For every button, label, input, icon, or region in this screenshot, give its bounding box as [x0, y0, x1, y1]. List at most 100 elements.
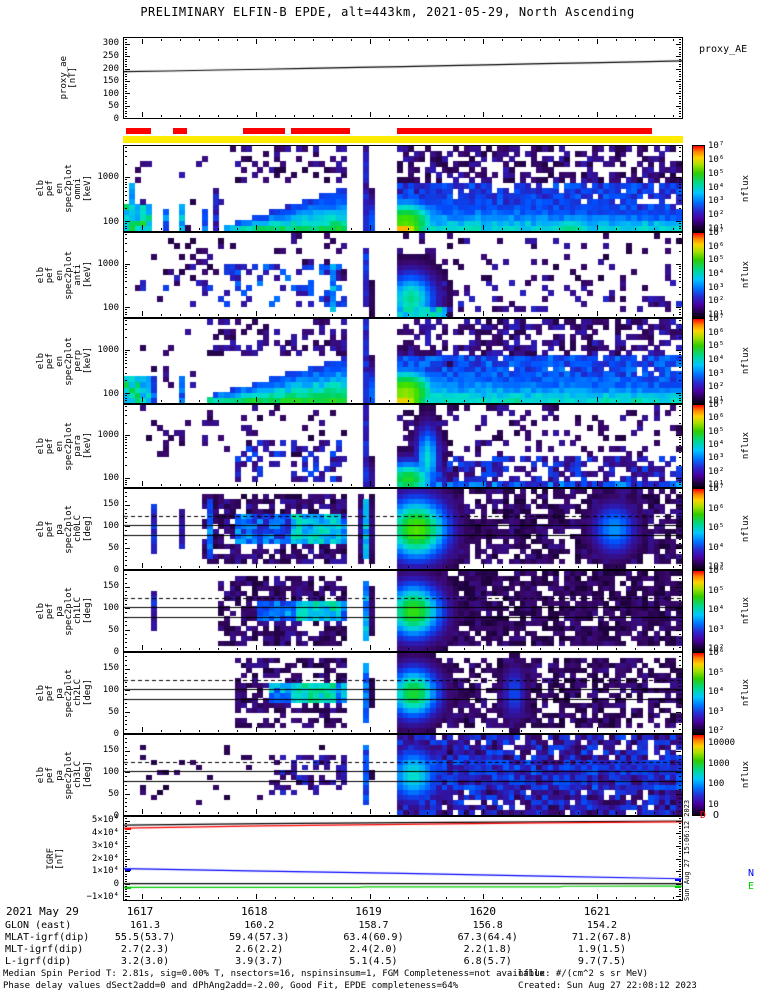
x-tick [236, 812, 238, 814]
y-tick [125, 264, 130, 266]
colorbar-label: 10⁵ [708, 585, 725, 596]
y-tick [125, 526, 130, 528]
x-tick [217, 648, 219, 650]
x-tick [236, 484, 238, 486]
colorbar-title: nflux [741, 261, 751, 289]
y-tick [125, 569, 130, 570]
y-tick [125, 190, 127, 192]
y-tick [125, 677, 127, 679]
y-tick [125, 208, 127, 210]
x-tick [635, 314, 637, 316]
x-tick [464, 228, 466, 230]
x-tick [369, 645, 371, 650]
y-tick-label: −1×10⁴ [86, 892, 119, 903]
x-tick [160, 115, 162, 117]
y-tick [125, 703, 127, 705]
x-tick [407, 228, 409, 230]
time-tick-label: 1621 [583, 905, 611, 918]
x-tick [369, 481, 371, 486]
y-tick [679, 551, 681, 553]
x-tick [388, 228, 390, 230]
x-tick [464, 730, 466, 732]
y-tick [679, 194, 681, 196]
ylabel-word: [keV] [82, 261, 93, 289]
x-tick [274, 228, 276, 230]
y-tick [125, 509, 127, 511]
x-tick [236, 897, 238, 899]
y-tick [679, 891, 681, 893]
x-tick [141, 727, 143, 732]
y-tick [679, 323, 681, 325]
x-tick [578, 400, 580, 402]
bottom-row-value: 9.7(7.5) [577, 956, 627, 967]
bottom-row-value: 2.2(1.8) [463, 944, 512, 955]
x-tick [578, 812, 580, 814]
x-tick [616, 648, 618, 650]
x-tick [578, 897, 580, 899]
x-tick [312, 897, 314, 899]
x-tick [293, 566, 295, 568]
y-tick [676, 118, 681, 119]
y-tick [679, 309, 681, 311]
panel-canvas-ch2LC [124, 653, 682, 733]
y-tick [125, 76, 127, 78]
x-tick [597, 481, 599, 486]
y-tick [125, 698, 127, 700]
y-tick [125, 853, 127, 855]
x-tick [578, 228, 580, 230]
y-tick [125, 595, 127, 597]
x-tick [331, 484, 333, 486]
y-tick [125, 435, 130, 437]
colorbar-label: 10³ [708, 453, 725, 464]
y-tick [679, 294, 681, 296]
y-tick [125, 164, 127, 166]
y-tick [125, 78, 127, 80]
x-tick [160, 648, 162, 650]
y-tick-label: 100 [102, 88, 119, 99]
x-tick [445, 897, 447, 899]
colorbar-label: 10⁶ [708, 241, 725, 252]
y-tick [679, 763, 681, 765]
colorbar-label: 10⁴ [708, 269, 725, 279]
y-tick [676, 711, 681, 713]
x-tick [369, 809, 371, 814]
y-tick [125, 767, 127, 769]
igrf-axis-mark [675, 886, 681, 889]
x-tick [521, 400, 523, 402]
y-tick [679, 61, 681, 63]
colorbar-label: 10⁵ [708, 426, 725, 437]
x-tick [445, 812, 447, 814]
x-tick [464, 484, 466, 486]
y-tick [125, 268, 127, 270]
y-tick [125, 105, 130, 107]
colorbar-title: nflux [741, 347, 751, 375]
x-tick [654, 566, 656, 568]
y-tick [679, 405, 681, 407]
y-tick [676, 526, 681, 528]
y-tick [125, 681, 127, 683]
y-tick [125, 833, 130, 835]
y-tick [125, 820, 130, 822]
x-tick [445, 648, 447, 650]
y-tick [125, 448, 127, 450]
colorbar-label: 10⁷ [708, 484, 725, 494]
x-tick [274, 730, 276, 732]
bottom-row-label: L-igrf(dip) [5, 956, 72, 967]
y-tick [679, 564, 681, 566]
y-tick [679, 724, 681, 726]
x-tick [483, 563, 485, 568]
ylabel-word: [deg] [82, 515, 93, 543]
y-tick [679, 243, 681, 245]
colorbar-label: 10¹ [708, 396, 725, 406]
x-tick [179, 39, 181, 41]
y-tick [125, 146, 127, 148]
y-tick [679, 755, 681, 757]
y-tick-label: 150 [102, 499, 119, 510]
x-tick [236, 400, 238, 402]
y-tick [679, 513, 681, 515]
ylabel-word: [keV] [82, 174, 93, 203]
y-tick [125, 277, 127, 279]
x-tick [578, 39, 580, 41]
x-tick [445, 115, 447, 117]
y-tick [125, 746, 127, 748]
